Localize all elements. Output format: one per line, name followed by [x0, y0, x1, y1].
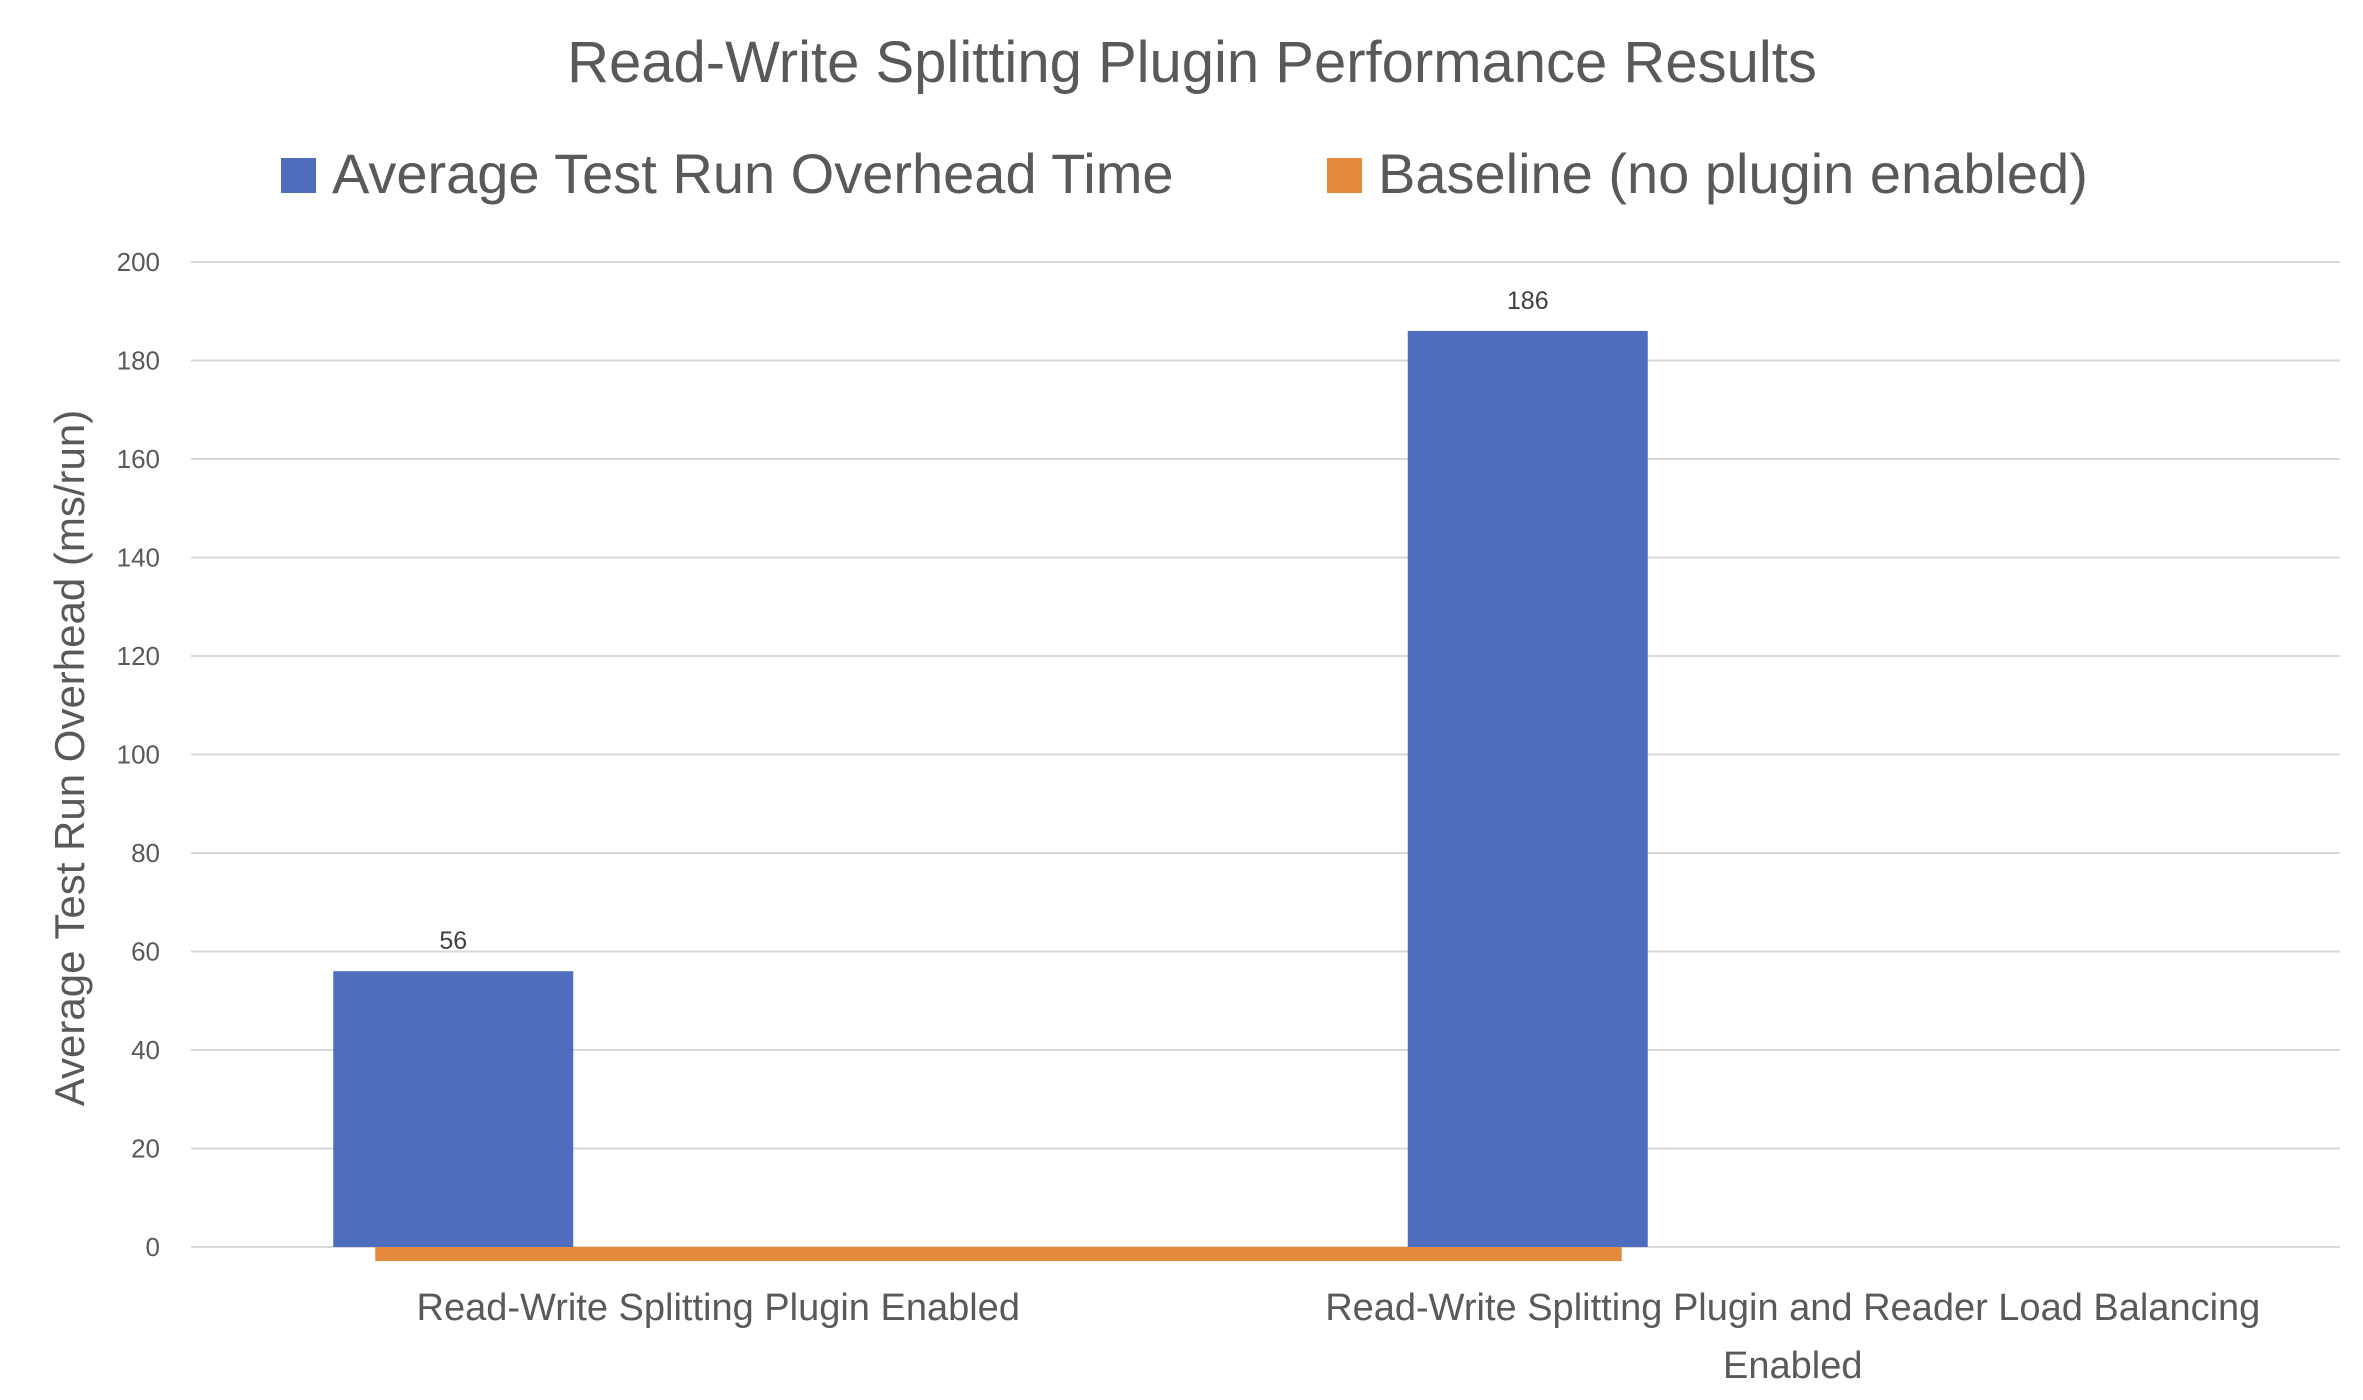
x-category-label: Enabled: [1723, 1345, 1862, 1387]
y-tick-label: 0: [146, 1232, 160, 1262]
y-axis-title: Average Test Run Overhead (ms/run): [46, 410, 93, 1106]
data-labels: 56 186: [439, 287, 1548, 955]
y-tick-label: 40: [131, 1035, 160, 1065]
x-category-label: Read-Write Splitting Plugin Enabled: [417, 1287, 1020, 1329]
bar-1: [333, 971, 574, 1247]
y-tick-label: 120: [117, 641, 160, 671]
legend-swatch-overhead: [281, 158, 316, 193]
legend-label-overhead: Average Test Run Overhead Time: [332, 142, 1174, 205]
y-axis-ticks: 0 20 40 60 80 100 120 140 160 180 200: [117, 247, 160, 1262]
y-tick-label: 160: [117, 444, 160, 474]
y-tick-label: 140: [117, 543, 160, 573]
x-axis-categories: Read-Write Splitting Plugin Enabled Read-…: [417, 1287, 2261, 1387]
y-tick-label: 200: [117, 247, 160, 277]
legend-label-baseline: Baseline (no plugin enabled): [1378, 142, 2088, 205]
y-tick-label: 60: [131, 937, 160, 967]
data-label-2: 186: [1507, 287, 1549, 315]
y-tick-label: 100: [117, 740, 160, 770]
data-label-1: 56: [439, 927, 467, 955]
x-category-label: Read-Write Splitting Plugin and Reader L…: [1325, 1287, 2260, 1329]
bar-2: [1407, 330, 1648, 1247]
y-tick-label: 20: [131, 1134, 160, 1164]
legend-swatch-baseline: [1327, 158, 1362, 193]
legend: Average Test Run Overhead Time Baseline …: [281, 142, 2088, 205]
y-tick-label: 80: [131, 838, 160, 868]
chart-title: Read-Write Splitting Plugin Performance …: [567, 30, 1817, 95]
bars: [333, 330, 1648, 1247]
y-tick-label: 180: [117, 346, 160, 376]
